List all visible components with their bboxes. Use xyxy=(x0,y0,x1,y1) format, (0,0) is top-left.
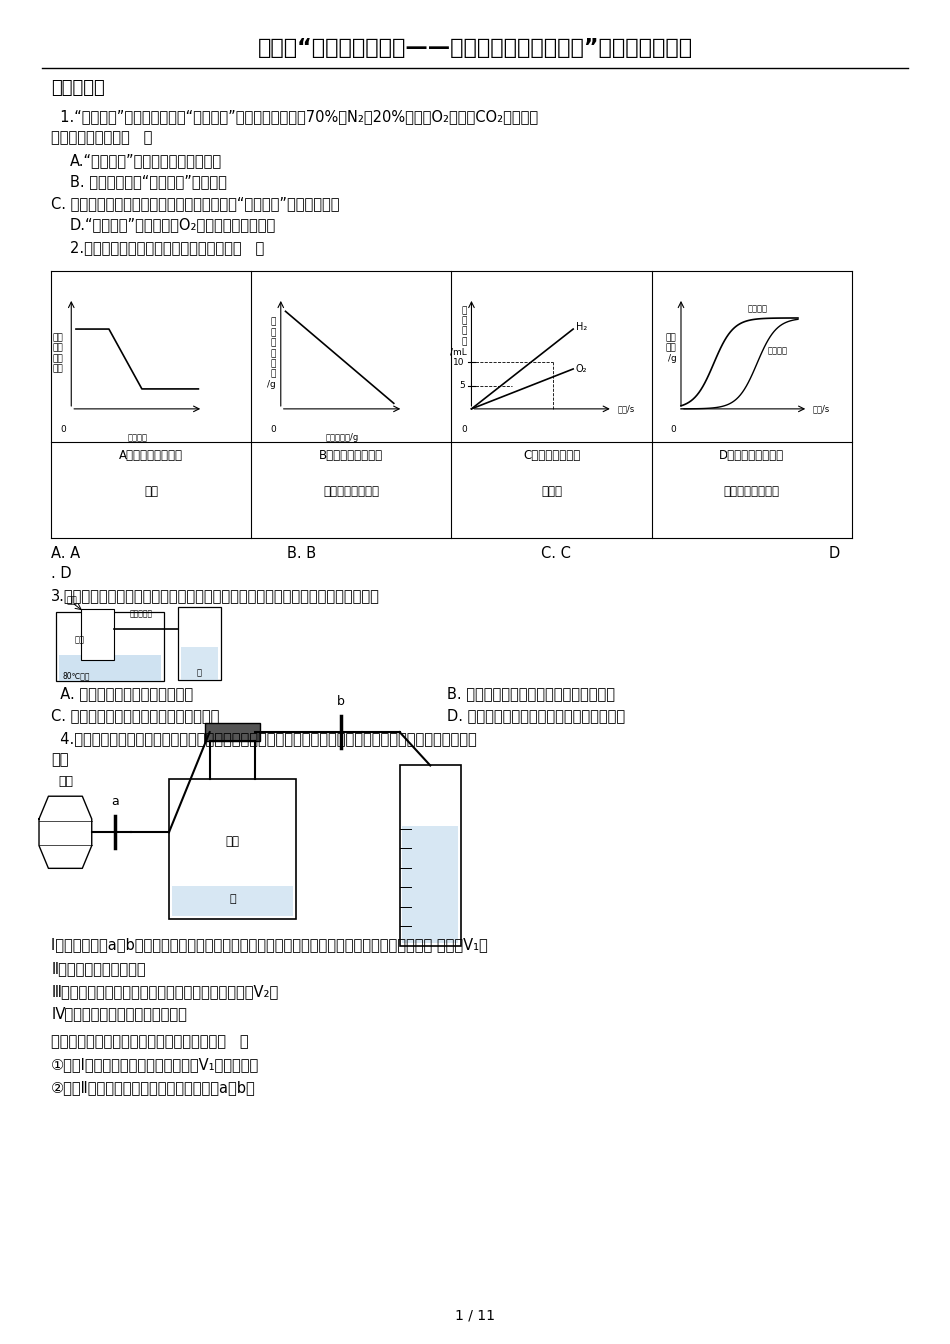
Text: 双氧水质量/g: 双氧水质量/g xyxy=(325,433,358,442)
Text: b: b xyxy=(337,695,345,708)
Text: 以下有关这个实验的说法中，正确的选项是〔   〕: 以下有关这个实验的说法中，正确的选项是〔 〕 xyxy=(51,1035,249,1050)
Text: 去）: 去） xyxy=(51,753,68,767)
Text: 冷却至室温: 冷却至室温 xyxy=(129,610,152,618)
Text: a: a xyxy=(111,796,119,808)
Text: 说法正确的选项是〔   〕: 说法正确的选项是〔 〕 xyxy=(51,130,153,145)
Text: 0: 0 xyxy=(461,425,466,434)
Text: 白磷: 白磷 xyxy=(225,836,239,848)
Text: 时间/s: 时间/s xyxy=(618,405,635,414)
Text: 二
氧
化
锰
质
量
/g: 二 氧 化 锰 质 量 /g xyxy=(267,317,276,390)
Text: ②步骤Ⅱ中，白磷燃烧时可以不关闭止水夹a和b；: ②步骤Ⅱ中，白磷燃烧时可以不关闭止水夹a和b； xyxy=(51,1079,256,1095)
Text: H₂: H₂ xyxy=(576,321,587,332)
FancyBboxPatch shape xyxy=(82,609,114,660)
FancyBboxPatch shape xyxy=(56,612,164,681)
Text: Ⅰ．翻开止水夹a和b，向集气瓶中缓慢鼓入一定量空气，至白磷与空气接触，测得进入量筒中水的 体积为V₁；: Ⅰ．翻开止水夹a和b，向集气瓶中缓慢鼓入一定量空气，至白磷与空气接触，测得进入量… xyxy=(51,937,488,952)
Text: 0: 0 xyxy=(61,425,67,434)
Text: 5: 5 xyxy=(459,382,465,390)
Text: 白磷: 白磷 xyxy=(75,636,85,644)
FancyBboxPatch shape xyxy=(169,780,296,919)
Text: A. 白磷的量缺乏会影响实验结论: A. 白磷的量缺乏会影响实验结论 xyxy=(51,685,194,700)
Text: C. 将白磷改为碳也能得到正确的实验结论: C. 将白磷改为碳也能得到正确的实验结论 xyxy=(51,708,219,723)
Text: 水: 水 xyxy=(197,668,202,677)
Text: B. B: B. B xyxy=(287,546,315,560)
Text: D用等质量、等浓度

的双氧水制取氧气: D用等质量、等浓度 的双氧水制取氧气 xyxy=(719,449,784,497)
Text: Ⅳ．计算空气中氧气的体积分数．: Ⅳ．计算空气中氧气的体积分数． xyxy=(51,1007,187,1021)
FancyBboxPatch shape xyxy=(172,886,294,917)
Text: 鼓气: 鼓气 xyxy=(58,775,73,788)
Text: C将水通直流电一

段时间: C将水通直流电一 段时间 xyxy=(522,449,580,497)
Text: C. C: C. C xyxy=(541,546,571,560)
Text: 水: 水 xyxy=(229,895,236,905)
Text: . D: . D xyxy=(51,566,72,581)
Text: 1.“人造空气”帮助人类实现了“太空漫步”的梦想，其中含有70%的N₂、20%以上的O₂、还有CO₂等。以下: 1.“人造空气”帮助人类实现了“太空漫步”的梦想，其中含有70%的N₂、20%以… xyxy=(51,109,539,124)
Text: 3.以下图所示装置可用来测定空气中氧气的含量。对该实验认识不正确的选项是〔〕: 3.以下图所示装置可用来测定空气中氧气的含量。对该实验认识不正确的选项是〔〕 xyxy=(51,589,380,603)
Text: 时间/s: 时间/s xyxy=(813,405,830,414)
Text: 0: 0 xyxy=(671,425,676,434)
Text: Ⅱ．强光照射引燃白磷；: Ⅱ．强光照射引燃白磷； xyxy=(51,961,146,976)
Text: A测定空气中氧气的

含量: A测定空气中氧气的 含量 xyxy=(120,449,183,497)
Text: 10: 10 xyxy=(453,358,465,367)
Text: Ⅲ．白磷熄灭并冷却至室温，测得量筒中的体积变为V₂；: Ⅲ．白磷熄灭并冷却至室温，测得量筒中的体积变为V₂； xyxy=(51,984,278,999)
Text: O₂: O₂ xyxy=(576,364,587,374)
Text: D.“人造空气”假设只含有O₂会更有益于人的呼吸: D.“人造空气”假设只含有O₂会更有益于人的呼吸 xyxy=(70,216,276,233)
Text: ①步骤Ⅰ中，俯视量筒读数会使测得的V₁数值偏低；: ①步骤Ⅰ中，俯视量筒读数会使测得的V₁数值偏低； xyxy=(51,1058,259,1073)
Text: B. 装置不漏气是实验成功的重要因素之一: B. 装置不漏气是实验成功的重要因素之一 xyxy=(446,685,615,700)
FancyBboxPatch shape xyxy=(403,827,458,943)
Text: B. 燃着的蜡烛在“人造空气”中会熄灭: B. 燃着的蜡烛在“人造空气”中会熄灭 xyxy=(70,175,227,190)
FancyBboxPatch shape xyxy=(205,723,260,742)
Text: 无催化剂: 无催化剂 xyxy=(768,347,788,356)
Text: 反应时间: 反应时间 xyxy=(127,433,147,442)
Text: 0: 0 xyxy=(271,425,276,434)
Text: D: D xyxy=(828,546,840,560)
Text: A. A: A. A xyxy=(51,546,81,560)
Text: 气
体
体
积
/mL: 气 体 体 积 /mL xyxy=(450,306,466,356)
Text: B往一定质量的二氧

化锰中加入双氧水: B往一定质量的二氧 化锰中加入双氧水 xyxy=(319,449,384,497)
Text: 4.如图是测定空气中氧气含量的实验装置图．所示实验中，实验步骤如下（装置气密性良好，局部操作已略: 4.如图是测定空气中氧气含量的实验装置图．所示实验中，实验步骤如下（装置气密性良… xyxy=(51,731,477,746)
Text: 有催化剂: 有催化剂 xyxy=(747,305,767,313)
Text: D. 试管内气体压强的减小会导致水面的上升: D. 试管内气体压强的减小会导致水面的上升 xyxy=(446,708,625,723)
FancyBboxPatch shape xyxy=(59,655,162,681)
Text: 专题：“身边的化学物质——测定空气中的氧气含量”过关检测练习题: 专题：“身边的化学物质——测定空气中的氧气含量”过关检测练习题 xyxy=(257,38,693,58)
FancyBboxPatch shape xyxy=(179,606,220,680)
Text: 2.以下图象能正确反映对应变化关系的是〔   〕: 2.以下图象能正确反映对应变化关系的是〔 〕 xyxy=(70,239,264,255)
Text: C. 可以采用测定空气里氧气含量的方法，测定“人造空气”中氧气的含量: C. 可以采用测定空气里氧气含量的方法，测定“人造空气”中氧气的含量 xyxy=(51,196,340,211)
Text: 80℃的水: 80℃的水 xyxy=(63,671,90,680)
Text: 1 / 11: 1 / 11 xyxy=(455,1309,495,1322)
FancyBboxPatch shape xyxy=(181,646,218,680)
Text: 空气: 空气 xyxy=(66,597,77,605)
FancyBboxPatch shape xyxy=(400,766,461,946)
Text: A.“人造空气”比空气中的氮气含量高: A.“人造空气”比空气中的氮气含量高 xyxy=(70,153,222,168)
Text: 一、选择题: 一、选择题 xyxy=(51,79,105,97)
Text: 生成
量氧
/g: 生成 量氧 /g xyxy=(666,333,676,363)
Text: 装置
内气
体的
体积: 装置 内气 体的 体积 xyxy=(53,333,64,374)
